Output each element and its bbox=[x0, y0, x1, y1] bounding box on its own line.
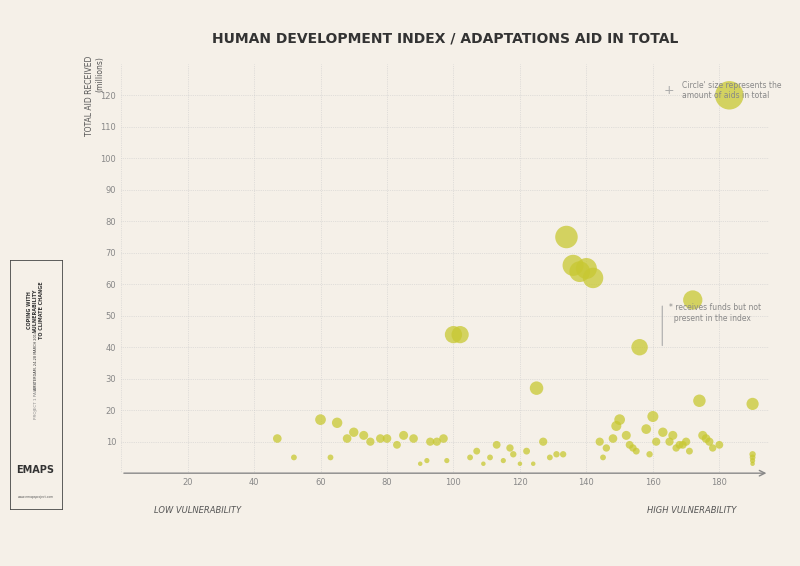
Point bbox=[557, 450, 570, 459]
Point bbox=[454, 330, 466, 339]
Text: * receives funds but not
  present in the index: * receives funds but not present in the … bbox=[669, 303, 761, 323]
Point bbox=[550, 450, 563, 459]
Point bbox=[414, 459, 426, 468]
Point bbox=[381, 434, 394, 443]
Point bbox=[580, 264, 593, 273]
Point bbox=[430, 437, 443, 446]
Point bbox=[746, 456, 759, 465]
Point bbox=[610, 422, 622, 431]
Point bbox=[746, 453, 759, 462]
Point bbox=[676, 440, 689, 449]
Point bbox=[421, 456, 434, 465]
Point bbox=[693, 396, 706, 405]
Point bbox=[746, 459, 759, 468]
Point bbox=[713, 440, 726, 449]
Text: EMAPS: EMAPS bbox=[17, 465, 54, 474]
Point bbox=[514, 459, 526, 468]
Point bbox=[398, 431, 410, 440]
Text: www.emapsproject.com: www.emapsproject.com bbox=[18, 495, 54, 499]
Text: +: + bbox=[663, 84, 674, 97]
Point bbox=[640, 424, 653, 434]
Text: HIGH VULNERABILITY: HIGH VULNERABILITY bbox=[647, 506, 737, 515]
Point bbox=[330, 418, 343, 427]
Point bbox=[594, 437, 606, 446]
Point bbox=[530, 384, 543, 393]
Point bbox=[341, 434, 354, 443]
Point bbox=[643, 450, 656, 459]
Text: Circle' size represents the
amount of aids in total: Circle' size represents the amount of ai… bbox=[682, 81, 782, 100]
Point bbox=[673, 440, 686, 449]
Point bbox=[600, 443, 613, 452]
Point bbox=[606, 434, 619, 443]
Title: HUMAN DEVELOPMENT INDEX / ADAPTATIONS AID IN TOTAL: HUMAN DEVELOPMENT INDEX / ADAPTATIONS AI… bbox=[212, 32, 678, 46]
Point bbox=[646, 412, 659, 421]
Y-axis label: TOTAL AID RECEIVED
(millions): TOTAL AID RECEIVED (millions) bbox=[86, 55, 105, 136]
Point bbox=[666, 431, 679, 440]
Text: LOW VULNERABILITY: LOW VULNERABILITY bbox=[154, 506, 241, 515]
Point bbox=[464, 453, 477, 462]
Point bbox=[347, 428, 360, 437]
Point bbox=[683, 447, 696, 456]
Point bbox=[620, 431, 633, 440]
Point bbox=[507, 450, 520, 459]
Point bbox=[680, 437, 693, 446]
Point bbox=[527, 459, 540, 468]
Point bbox=[407, 434, 420, 443]
Point bbox=[477, 459, 490, 468]
Point bbox=[390, 440, 403, 449]
Point bbox=[670, 443, 682, 452]
Point bbox=[633, 342, 646, 351]
Point bbox=[271, 434, 284, 443]
Point bbox=[503, 443, 516, 452]
Point bbox=[614, 415, 626, 424]
Text: COPING WITH
VULNERABILITY
TO CLIMATE CHANGE: COPING WITH VULNERABILITY TO CLIMATE CHA… bbox=[27, 281, 44, 339]
Point bbox=[566, 261, 579, 270]
Point bbox=[723, 91, 736, 100]
Point bbox=[696, 431, 709, 440]
Point bbox=[324, 453, 337, 462]
Point bbox=[441, 456, 454, 465]
Text: PROJECT 1 PAGE 4: PROJECT 1 PAGE 4 bbox=[34, 381, 38, 418]
Point bbox=[630, 447, 642, 456]
Point bbox=[574, 267, 586, 276]
Point bbox=[470, 447, 483, 456]
Text: AMSTERDAM, 24-28 MARCH 2014: AMSTERDAM, 24-28 MARCH 2014 bbox=[34, 331, 38, 389]
Point bbox=[626, 443, 639, 452]
Point bbox=[686, 295, 699, 305]
Point bbox=[586, 273, 599, 282]
Point bbox=[484, 453, 497, 462]
Point bbox=[364, 437, 377, 446]
Point bbox=[287, 453, 300, 462]
Point bbox=[374, 434, 386, 443]
Point bbox=[746, 450, 759, 459]
Point bbox=[706, 443, 719, 452]
Point bbox=[657, 428, 670, 437]
Point bbox=[746, 400, 759, 409]
Point bbox=[497, 456, 510, 465]
Point bbox=[700, 434, 713, 443]
Point bbox=[314, 415, 327, 424]
Point bbox=[358, 431, 370, 440]
Point bbox=[650, 437, 662, 446]
Point bbox=[490, 440, 503, 449]
Point bbox=[623, 440, 636, 449]
Point bbox=[437, 434, 450, 443]
Point bbox=[537, 437, 550, 446]
Point bbox=[520, 447, 533, 456]
Point bbox=[597, 453, 610, 462]
Point bbox=[424, 437, 437, 446]
Point bbox=[543, 453, 556, 462]
Point bbox=[663, 437, 676, 446]
Point bbox=[560, 233, 573, 242]
Point bbox=[703, 437, 716, 446]
Point bbox=[447, 330, 460, 339]
